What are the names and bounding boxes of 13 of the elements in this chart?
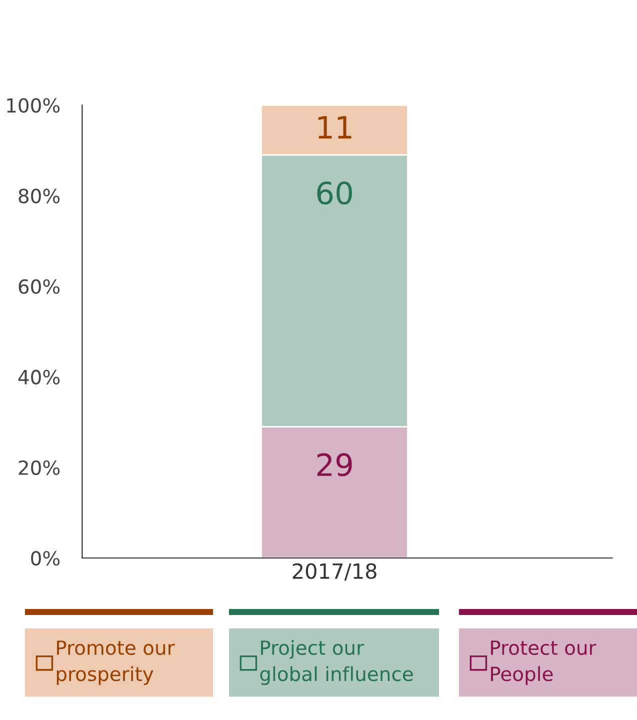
data-label: 29 <box>317 453 352 476</box>
legend-label: Promote our prosperity <box>56 640 175 686</box>
legend-label: Project our global influence <box>260 640 413 686</box>
legend-label: Protect our People <box>491 640 596 686</box>
y-tick-label: 80% <box>18 188 60 204</box>
y-tick-label: 60% <box>18 279 60 294</box>
data-label: 11 <box>318 116 352 138</box>
x-tick-label: 2017/18 <box>292 563 376 581</box>
y-tick-label: 100% <box>7 98 60 113</box>
y-tick-label: 0% <box>31 550 60 566</box>
y-tick-label: 40% <box>18 370 60 385</box>
data-label: 60 <box>317 181 352 205</box>
y-tick-label: 20% <box>18 460 60 476</box>
